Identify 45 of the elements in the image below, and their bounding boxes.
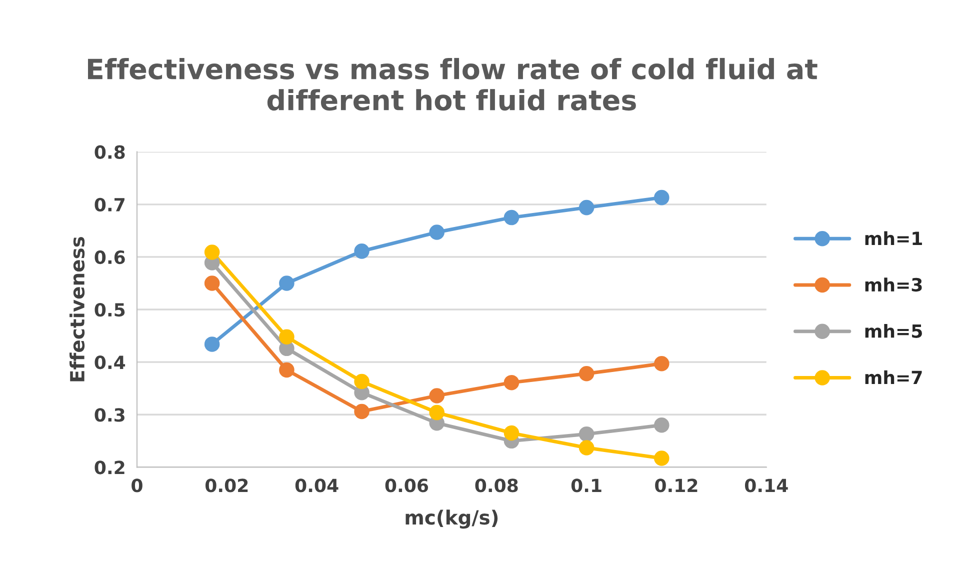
legend-label: mh=7 bbox=[865, 370, 922, 384]
point bbox=[504, 425, 520, 441]
point bbox=[504, 374, 520, 390]
x-axis-title: mc(kg/s) bbox=[406, 510, 498, 529]
point bbox=[578, 366, 594, 382]
point bbox=[429, 224, 444, 240]
y-tick-label: 0.5 bbox=[94, 302, 125, 317]
x-tick-label: 0.06 bbox=[385, 478, 428, 492]
point bbox=[204, 336, 220, 352]
x-tick-label: 0.04 bbox=[295, 478, 338, 492]
x-tick-label: 0 bbox=[132, 478, 142, 492]
y-tick-label: 0.6 bbox=[94, 250, 125, 264]
x-tick-label: 0.12 bbox=[655, 478, 698, 492]
point bbox=[654, 190, 670, 206]
y-tick-label: 0.7 bbox=[94, 198, 124, 212]
point bbox=[654, 418, 670, 433]
x-tick-label: 0.1 bbox=[571, 478, 602, 492]
point bbox=[578, 200, 594, 216]
point bbox=[578, 440, 594, 456]
point bbox=[354, 404, 370, 420]
point bbox=[654, 356, 670, 372]
point bbox=[354, 244, 370, 259]
x-tick-label: 0.08 bbox=[475, 478, 518, 492]
point bbox=[279, 362, 294, 378]
x-tick-label: 0.14 bbox=[744, 478, 788, 492]
point bbox=[204, 244, 220, 260]
y-axis-title: Effectiveness bbox=[70, 236, 85, 382]
point bbox=[654, 450, 670, 466]
point bbox=[578, 426, 594, 442]
legend-label: mh=1 bbox=[865, 231, 922, 245]
point bbox=[354, 374, 370, 390]
y-tick-label: 0.4 bbox=[94, 356, 126, 370]
point bbox=[279, 329, 294, 344]
y-tick-label: 0.3 bbox=[94, 408, 124, 422]
point bbox=[279, 276, 294, 291]
point bbox=[429, 404, 444, 420]
point bbox=[204, 276, 220, 291]
y-tick-label: 0.8 bbox=[94, 145, 125, 159]
point bbox=[429, 388, 444, 404]
legend-label: mh=5 bbox=[865, 324, 922, 338]
legend-label: mh=3 bbox=[865, 278, 922, 292]
chart-title: Effectiveness vs mass flow rate of cold fluid at different hot fluid rates bbox=[88, 58, 818, 111]
x-tick-label: 0.02 bbox=[206, 478, 248, 492]
y-tick-label: 0.2 bbox=[94, 460, 124, 474]
point bbox=[504, 210, 520, 226]
